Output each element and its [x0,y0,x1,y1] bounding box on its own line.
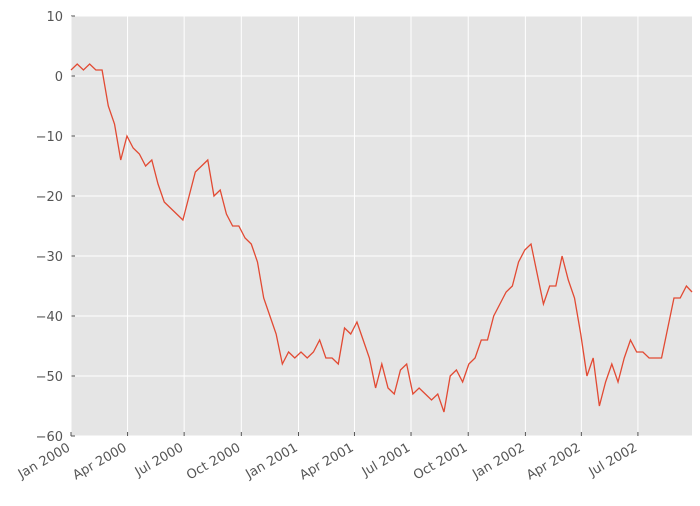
x-tick-label: Jul 2002 [586,440,640,480]
x-tick-label: Jan 2001 [243,440,301,482]
y-tick-label: −30 [36,250,63,265]
plot-area [71,16,692,436]
y-tick-label: −10 [36,130,63,145]
x-tick-label: Jul 2001 [359,440,413,480]
x-tick-label: Apr 2000 [70,440,129,483]
x-tick-label: Jan 2002 [469,440,527,482]
y-tick-label: 0 [55,70,63,85]
y-tick-label: −40 [36,310,63,325]
y-tick-label: −60 [36,430,63,445]
x-tick-label: Apr 2002 [524,440,583,483]
x-tick-label: Oct 2000 [184,440,243,483]
y-tick-label: 10 [46,10,63,25]
x-tick-label: Jan 2000 [15,440,73,482]
y-tick-label: −20 [36,190,63,205]
y-tick-label: −50 [36,370,63,385]
x-tick-label: Apr 2001 [297,440,356,483]
x-tick-label: Oct 2001 [411,440,470,483]
data-line [70,63,693,413]
x-tick-label: Jul 2000 [132,440,186,480]
